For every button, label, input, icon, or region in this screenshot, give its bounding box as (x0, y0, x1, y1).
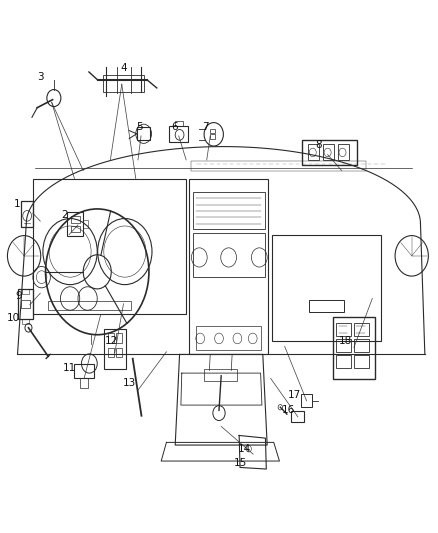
Bar (74, 364, 94, 378)
Bar (18, 289, 33, 319)
Bar (196, 326, 261, 350)
Bar (336, 323, 351, 336)
Text: 4: 4 (120, 63, 127, 73)
Bar (108, 348, 114, 357)
Bar (22, 319, 29, 324)
Bar (338, 144, 349, 160)
Text: 3: 3 (37, 72, 44, 82)
Text: 12: 12 (105, 336, 118, 346)
Bar (137, 127, 150, 140)
Bar (308, 144, 319, 160)
Text: 11: 11 (63, 363, 76, 373)
Text: 16: 16 (282, 406, 295, 415)
Bar (116, 333, 122, 343)
Bar (71, 216, 80, 223)
Text: 8: 8 (315, 140, 322, 150)
Text: 14: 14 (238, 444, 251, 454)
Bar (210, 134, 215, 139)
Text: 18: 18 (339, 336, 352, 346)
Text: 5: 5 (136, 122, 143, 132)
Bar (272, 235, 381, 341)
Text: 15: 15 (233, 458, 247, 467)
Bar (323, 144, 334, 160)
Text: 2: 2 (61, 211, 68, 220)
Bar (309, 300, 344, 312)
Bar (103, 75, 144, 92)
Bar (189, 179, 268, 354)
Bar (169, 126, 188, 142)
Bar (336, 339, 351, 352)
Bar (21, 201, 33, 227)
Bar (336, 355, 351, 368)
Bar (104, 329, 126, 369)
Bar (354, 339, 369, 352)
Text: 13: 13 (123, 378, 136, 387)
Bar (354, 323, 369, 336)
Bar (333, 317, 375, 379)
Text: 17: 17 (288, 391, 301, 400)
Bar (71, 226, 80, 232)
Bar (301, 394, 312, 407)
Bar (83, 220, 88, 228)
Bar (21, 300, 30, 308)
Bar (80, 378, 88, 388)
Bar (354, 355, 369, 368)
Text: 7: 7 (201, 122, 208, 132)
Bar (175, 121, 183, 126)
Bar (48, 301, 131, 310)
Bar (191, 161, 366, 171)
Text: 1: 1 (14, 199, 21, 208)
Bar (108, 333, 114, 343)
Bar (22, 289, 29, 294)
Bar (33, 179, 186, 314)
Bar (291, 411, 304, 422)
Bar (193, 233, 265, 277)
Bar (67, 212, 83, 236)
Text: 10: 10 (7, 313, 20, 322)
Bar (116, 348, 122, 357)
Text: 6: 6 (171, 122, 178, 132)
Bar (210, 129, 215, 133)
Bar (204, 369, 237, 381)
Bar (302, 140, 357, 165)
Text: 9: 9 (15, 292, 22, 301)
Bar (193, 192, 265, 229)
